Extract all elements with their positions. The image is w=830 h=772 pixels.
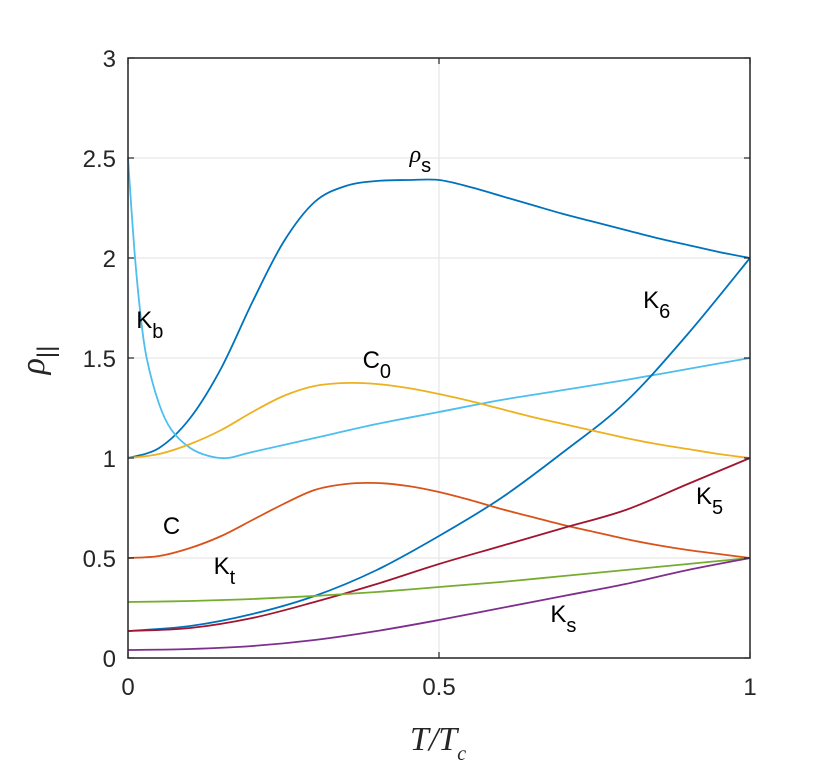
curve-label-k-s: Ks bbox=[550, 601, 576, 637]
axis-ticks: 0 0.5 1 1.5 2 2.5 3 0 0.5 1 bbox=[83, 46, 757, 701]
y-tick-label: 2 bbox=[103, 246, 116, 273]
series-line-k-5 bbox=[127, 457, 751, 632]
y-tick-label: 1.5 bbox=[83, 346, 116, 373]
curve-label-k-t: Kt bbox=[214, 553, 236, 589]
curve-label-k-b: Kb bbox=[136, 307, 163, 343]
curve-label-c: C bbox=[163, 513, 180, 540]
y-tick-label: 2.5 bbox=[83, 146, 116, 173]
x-tick-label: 0.5 bbox=[422, 674, 455, 701]
y-tick-label: 3 bbox=[103, 46, 116, 73]
x-tick-label: 0 bbox=[121, 674, 134, 701]
series-line-rho-s bbox=[127, 178, 751, 459]
y-axis-label: ρ|| bbox=[15, 346, 60, 376]
series-line-c bbox=[127, 481, 751, 559]
y-tick-label: 0.5 bbox=[83, 546, 116, 573]
series-line-k-6 bbox=[127, 257, 751, 632]
series-line-c-0 bbox=[127, 382, 751, 459]
series-curves bbox=[127, 157, 751, 651]
x-tick-label: 1 bbox=[743, 674, 756, 701]
x-axis-label: T/Tc bbox=[410, 721, 466, 765]
y-tick-label: 1 bbox=[103, 446, 116, 473]
y-tick-label: 0 bbox=[103, 646, 116, 673]
curve-label-c-0: C0 bbox=[363, 347, 391, 383]
series-line-k-t bbox=[127, 557, 751, 603]
curve-label-rho-s: ρs bbox=[409, 142, 432, 177]
series-line-k-s bbox=[127, 557, 751, 651]
series-line-k-b bbox=[127, 157, 751, 460]
curve-labels: ρs Kb K6 C0 C K5 Kt Ks bbox=[136, 142, 723, 637]
curve-label-k-6: K6 bbox=[643, 287, 670, 323]
curve-label-k-5: K5 bbox=[696, 483, 723, 519]
